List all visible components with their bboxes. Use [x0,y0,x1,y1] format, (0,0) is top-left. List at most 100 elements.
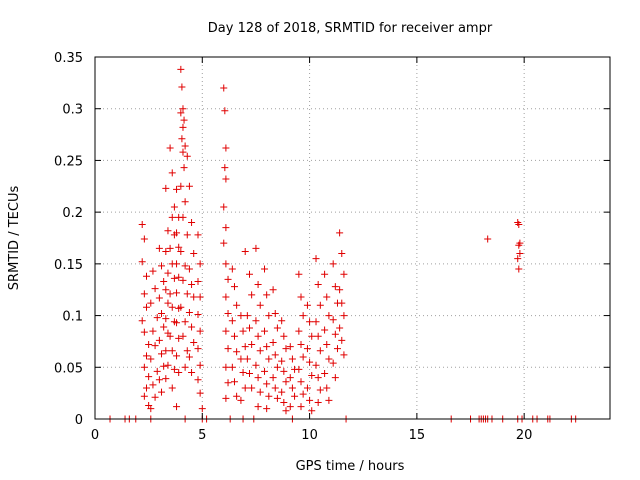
data-point [237,355,245,363]
data-point [237,312,245,320]
data-point [179,276,187,284]
data-point [254,332,262,340]
data-point [239,368,247,376]
data-point [515,241,523,249]
data-point [312,318,320,326]
data-point [254,403,262,411]
data-point [295,270,303,278]
data-point [183,347,191,355]
data-point [241,247,249,255]
data-point [180,164,188,172]
data-point [340,351,348,359]
data-point [230,378,238,386]
data-point [280,332,288,340]
x-axis-label: GPS time / hours [296,459,405,474]
data-point [145,373,153,381]
data-point [295,365,303,373]
data-point [162,247,170,255]
data-point [230,283,238,291]
data-point [263,405,271,413]
data-point [188,281,196,289]
data-point [271,351,279,359]
data-point [308,332,316,340]
data-point [164,269,172,277]
data-point [155,376,163,384]
data-point [175,273,183,281]
data-point [321,326,329,334]
data-point [261,265,269,273]
data-point [149,327,157,335]
data-point [143,352,150,360]
data-point [196,327,204,335]
data-point [160,277,168,285]
data-point [196,293,204,301]
data-point [314,374,322,382]
data-point [265,392,273,400]
y-tick-label: 0.1 [62,310,83,325]
data-point [286,403,294,411]
data-point [151,285,159,293]
data-point [166,290,174,298]
x-tick-label: 20 [516,428,533,443]
data-point [516,250,524,258]
data-point [297,341,305,349]
data-point [177,303,185,311]
data-point [166,244,174,252]
data-point [221,164,229,172]
data-point [297,293,305,301]
data-point [194,277,202,285]
data-point [175,334,183,342]
data-point [291,392,299,400]
plot-frame [94,56,611,420]
data-point [173,352,181,360]
data-point [222,175,230,183]
data-point [188,368,196,376]
data-point [222,144,230,152]
data-point [515,265,523,273]
data-point [514,255,522,263]
data-point [194,231,202,239]
data-point [233,392,241,400]
data-point [338,336,346,344]
data-point [194,345,202,353]
data-point [282,345,290,353]
data-point [147,299,155,307]
data-point [271,384,279,392]
data-point [140,392,148,400]
data-point [173,229,181,237]
data-point [252,317,260,325]
data-point [323,293,331,301]
data-point [241,343,249,351]
y-tick-label: 0.35 [54,51,83,66]
data-point [254,281,262,289]
y-tick-label: 0 [75,413,83,428]
data-point [271,310,279,318]
data-point [185,182,193,190]
data-point [188,323,196,331]
data-point [336,324,344,332]
data-point [306,318,314,326]
data-point [178,135,186,143]
data-point [336,286,344,294]
x-axis-ticks: 0 5 10 15 20 [91,57,533,443]
data-point [228,265,236,273]
data-point [173,403,181,411]
data-markers [106,65,580,423]
data-point [196,361,204,369]
data-point [252,361,260,369]
data-point [239,327,247,335]
data-point [303,345,311,353]
data-point [336,229,344,237]
data-point [228,317,236,325]
data-point [151,393,159,401]
data-point [299,353,307,361]
data-point [185,308,193,316]
data-point [282,378,290,386]
data-point [269,338,277,346]
data-point [170,203,178,211]
data-point [158,310,166,318]
data-point [179,213,187,221]
data-point [155,294,163,302]
data-point [278,317,286,325]
data-point [173,185,181,193]
